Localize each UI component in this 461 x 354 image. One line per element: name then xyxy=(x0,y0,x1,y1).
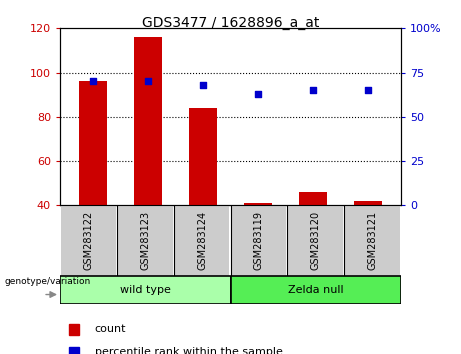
Text: GSM283123: GSM283123 xyxy=(140,211,150,270)
Point xyxy=(364,87,372,93)
Bar xyxy=(118,205,172,276)
Bar xyxy=(134,37,162,205)
Bar xyxy=(60,276,230,304)
Text: GDS3477 / 1628896_a_at: GDS3477 / 1628896_a_at xyxy=(142,16,319,30)
Point xyxy=(144,79,152,84)
Bar xyxy=(345,205,400,276)
Text: GSM283120: GSM283120 xyxy=(311,211,321,270)
Point xyxy=(89,79,97,84)
Bar xyxy=(289,205,343,276)
Text: count: count xyxy=(95,325,126,335)
Bar xyxy=(355,201,382,205)
Text: percentile rank within the sample: percentile rank within the sample xyxy=(95,348,283,354)
Text: wild type: wild type xyxy=(120,285,171,295)
Text: GSM283122: GSM283122 xyxy=(83,211,94,270)
Bar xyxy=(230,276,401,304)
Bar xyxy=(61,205,116,276)
Point xyxy=(254,91,262,97)
Bar xyxy=(299,192,327,205)
Point xyxy=(309,87,317,93)
Text: GSM283121: GSM283121 xyxy=(367,211,378,270)
Bar xyxy=(175,205,230,276)
Bar xyxy=(244,203,272,205)
Text: GSM283119: GSM283119 xyxy=(254,211,264,270)
Bar xyxy=(79,81,106,205)
Text: genotype/variation: genotype/variation xyxy=(5,277,91,286)
Bar xyxy=(189,108,217,205)
Point xyxy=(199,82,207,88)
Text: GSM283124: GSM283124 xyxy=(197,211,207,270)
Bar xyxy=(231,205,286,276)
Text: Zelda null: Zelda null xyxy=(288,285,343,295)
